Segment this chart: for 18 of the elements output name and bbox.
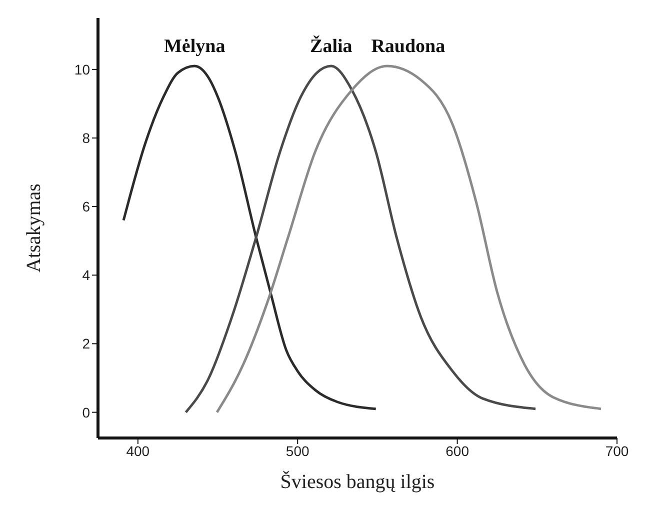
series-label: Raudona [371, 36, 446, 57]
y-axis-title: Atsakymas [23, 183, 46, 272]
line-series [216, 64, 602, 414]
y-tick-label: 6 [82, 198, 90, 215]
y-tick-label: 0 [82, 404, 90, 420]
x-tick-label: 500 [286, 442, 310, 459]
line-series [122, 64, 378, 410]
y-tick-label: 10 [74, 61, 90, 78]
x-tick-label: 700 [605, 442, 629, 459]
y-tick-label: 2 [82, 336, 90, 352]
line-series [184, 64, 537, 414]
x-axis-title: Šviesos bangų ilgis [280, 470, 435, 493]
x-tick-label: 600 [446, 442, 470, 459]
y-tick-label: 8 [82, 130, 90, 146]
series-label: Mėlyna [164, 36, 226, 57]
x-tick-label: 400 [126, 442, 150, 459]
y-tick-label: 4 [82, 267, 90, 284]
series-label: Žalia [310, 35, 353, 57]
